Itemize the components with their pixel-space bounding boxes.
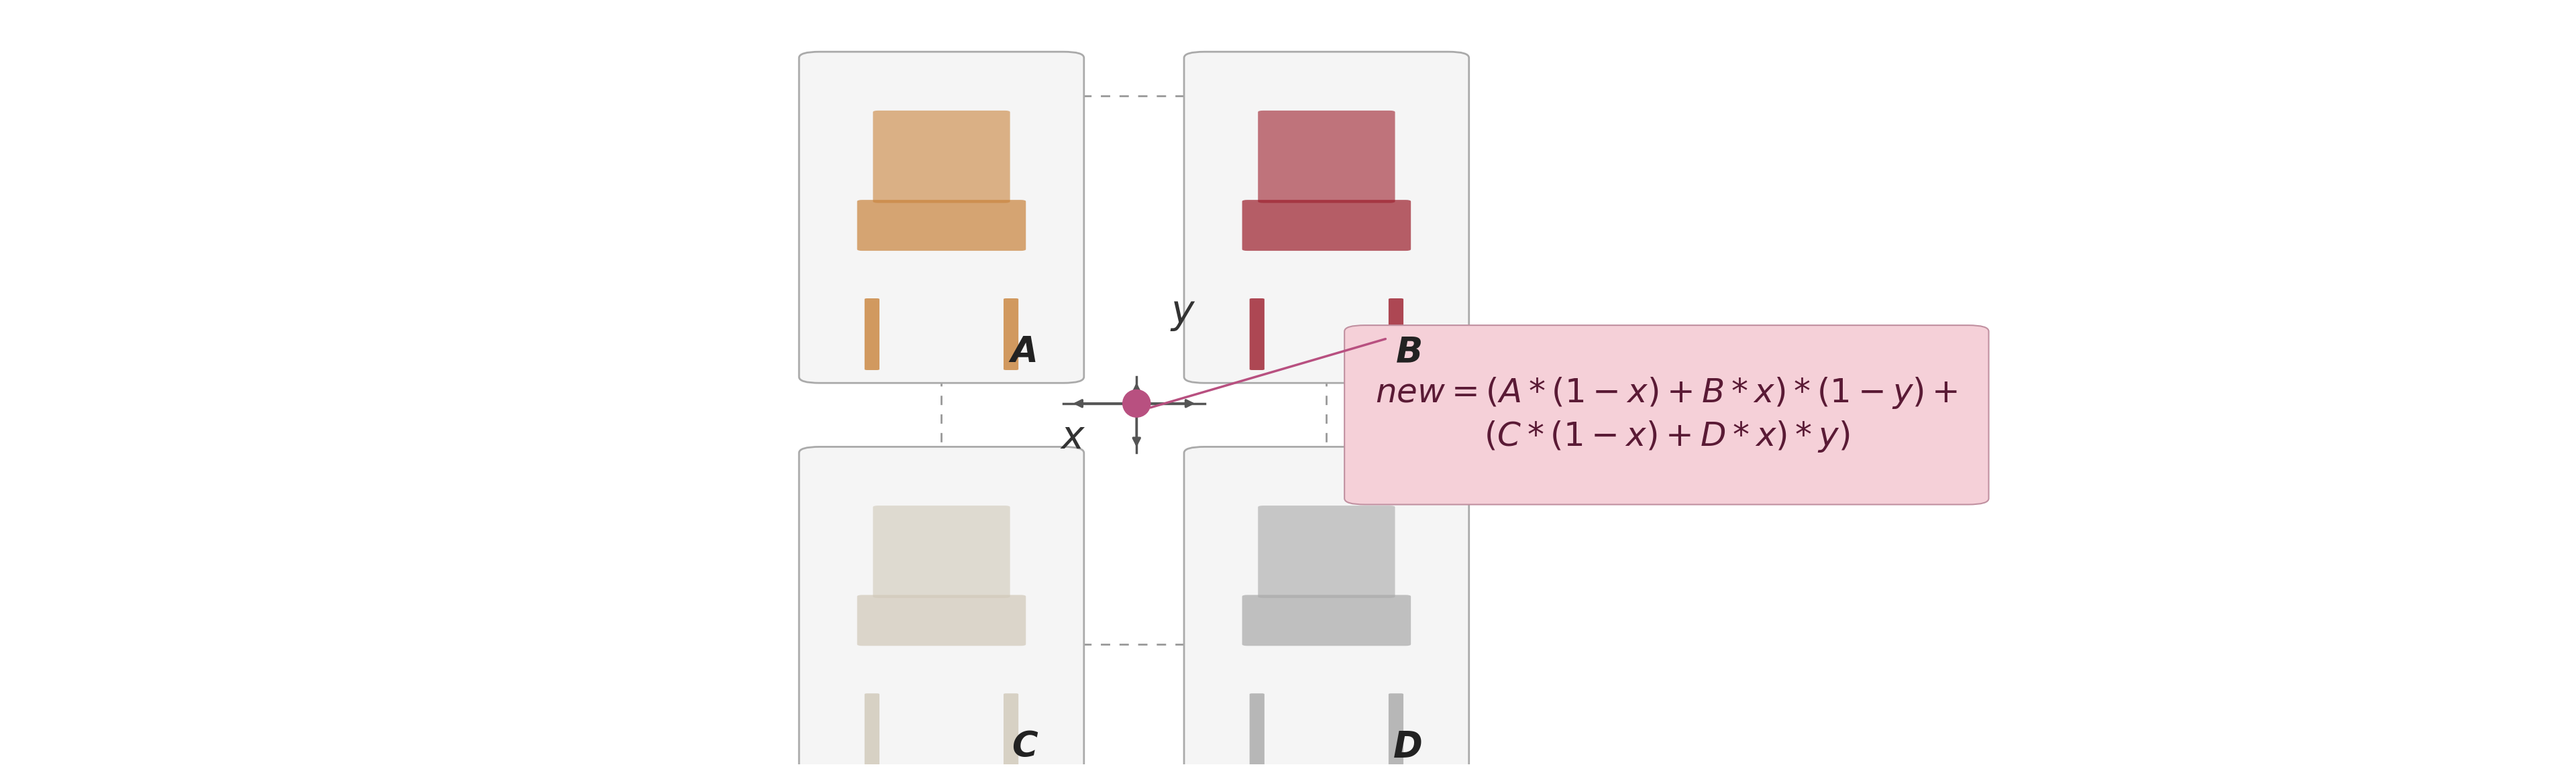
FancyBboxPatch shape (866, 298, 878, 370)
FancyBboxPatch shape (1185, 52, 1468, 383)
FancyBboxPatch shape (1005, 298, 1018, 370)
FancyBboxPatch shape (1249, 694, 1265, 765)
FancyBboxPatch shape (799, 52, 1084, 383)
FancyBboxPatch shape (1257, 505, 1396, 598)
FancyBboxPatch shape (873, 111, 1010, 203)
FancyBboxPatch shape (1388, 694, 1404, 765)
FancyBboxPatch shape (858, 595, 1025, 646)
Text: y: y (1172, 293, 1195, 331)
FancyBboxPatch shape (799, 447, 1084, 769)
FancyBboxPatch shape (1257, 111, 1396, 203)
FancyBboxPatch shape (1242, 200, 1412, 251)
FancyBboxPatch shape (1345, 325, 1989, 504)
Text: C: C (1012, 730, 1038, 764)
FancyBboxPatch shape (1242, 595, 1412, 646)
FancyBboxPatch shape (1185, 447, 1468, 769)
FancyBboxPatch shape (866, 694, 878, 765)
Text: $new = (A*(1-x)+B*x)*(1-y)+$: $new = (A*(1-x)+B*x)*(1-y)+$ (1376, 376, 1958, 411)
FancyBboxPatch shape (858, 200, 1025, 251)
Text: A: A (1010, 335, 1038, 369)
FancyBboxPatch shape (1249, 298, 1265, 370)
FancyBboxPatch shape (1388, 298, 1404, 370)
Text: D: D (1394, 730, 1422, 764)
FancyBboxPatch shape (1005, 694, 1018, 765)
FancyBboxPatch shape (873, 505, 1010, 598)
Ellipse shape (1123, 390, 1151, 417)
Text: B: B (1396, 335, 1422, 369)
Text: $(C*(1-x)+D*x)*y)$: $(C*(1-x)+D*x)*y)$ (1484, 419, 1850, 454)
Text: x: x (1061, 418, 1084, 457)
